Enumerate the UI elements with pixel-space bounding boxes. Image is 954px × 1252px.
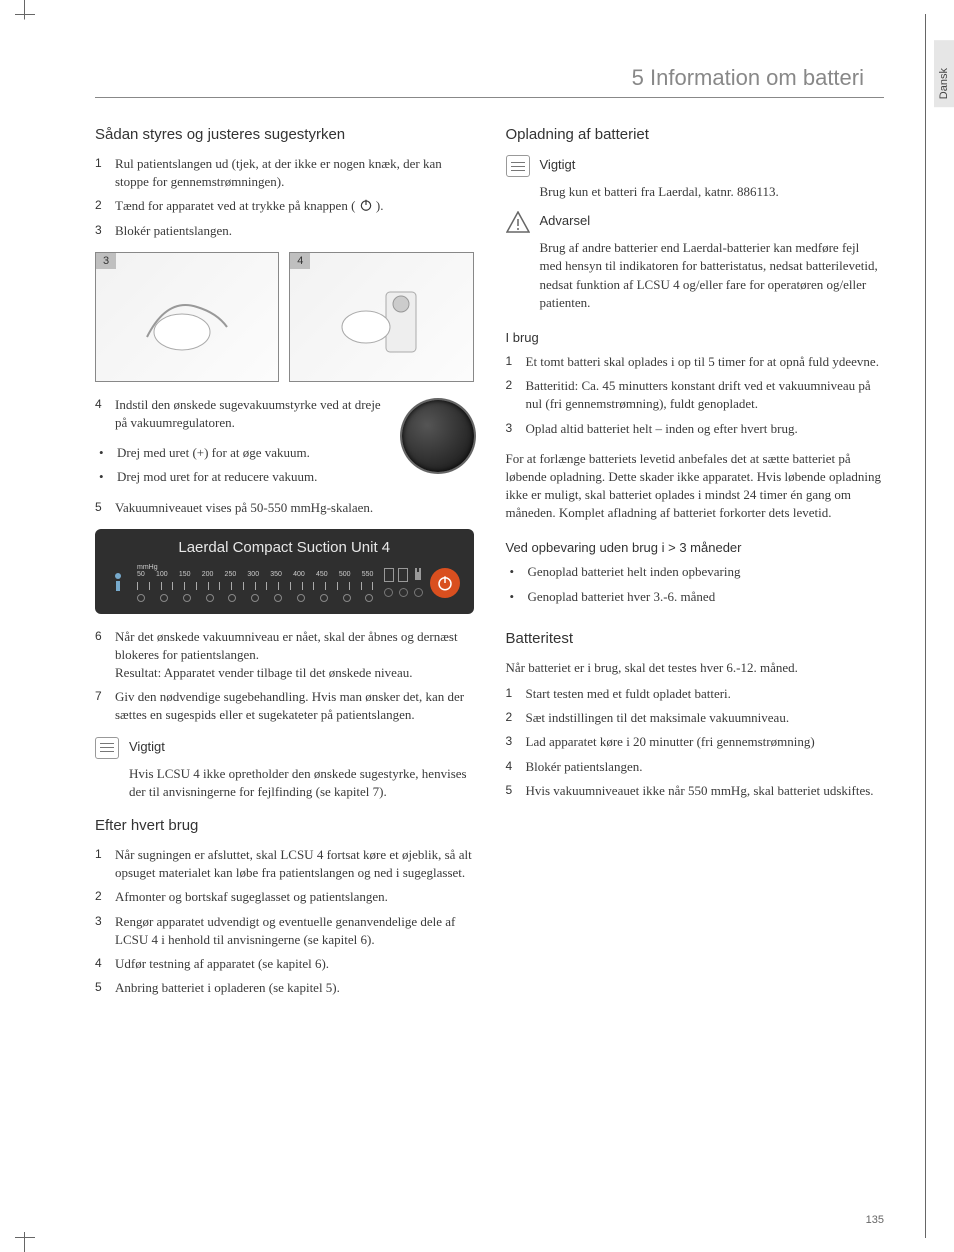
heading-in-use: I brug — [506, 330, 885, 345]
figure-tag: 3 — [96, 253, 116, 269]
device-panel: Laerdal Compact Suction Unit 4 mmHg 5010… — [95, 529, 474, 614]
power-icon — [436, 574, 454, 592]
test-intro: Når batteriet er i brug, skal det testes… — [506, 659, 885, 677]
list-item: 2Afmonter og bortskaf sugeglasset og pat… — [95, 888, 474, 906]
list-item: Drej mod uret for at reducere vakuum. — [95, 468, 392, 486]
list-item: 1Rul patientslangen ud (tjek, at der ikk… — [95, 155, 474, 191]
list-item: Drej med uret (+) for at øge vakuum. — [95, 444, 392, 462]
two-column-layout: Sådan styres og justeres sugestyrken 1Ru… — [95, 126, 884, 1009]
list-item: 1Start testen med et fuldt opladet batte… — [506, 685, 885, 703]
note-icon — [506, 155, 530, 177]
crop-mark-bl — [24, 1232, 44, 1252]
steps-6-7: 6 Når det ønskede vakuumniveau er nået, … — [95, 628, 474, 725]
heading-battery-test: Batteritest — [506, 630, 885, 647]
list-item: 2Batteritid: Ca. 45 minutters konstant d… — [506, 377, 885, 413]
warning-icon — [506, 211, 530, 233]
step5-list: 5Vakuumniveauet vises på 50-550 mmHg-ska… — [95, 499, 474, 517]
heading-after-use: Efter hvert brug — [95, 817, 474, 834]
list-item: 7Giv den nødvendige sugebehandling. Hvis… — [95, 688, 474, 724]
mmhg-label: mmHg — [137, 564, 374, 571]
list-item: Genoplad batteriet helt inden opbevaring — [506, 563, 885, 581]
mmhg-scale: mmHg 50100150200250300350400450500550 — [137, 564, 374, 602]
page-number: 135 — [866, 1214, 884, 1226]
crop-mark-tl — [24, 0, 44, 20]
right-column: Opladning af batteriet Vigtigt Brug kun … — [506, 126, 885, 1009]
list-item: 6 Når det ønskede vakuumniveau er nået, … — [95, 628, 474, 683]
list-item: 3Rengør apparatet udvendigt og eventuell… — [95, 913, 474, 949]
figure-row: 3 4 — [95, 252, 474, 382]
left-column: Sådan styres og justeres sugestyrken 1Ru… — [95, 126, 474, 1009]
figure-3: 3 — [95, 252, 279, 382]
list-item: 4Udfør testning af apparatet (se kapitel… — [95, 955, 474, 973]
warning-body: Brug af andre batterier end Laerdal-batt… — [540, 239, 885, 312]
note-title: Vigtigt — [129, 739, 165, 754]
scale-leds — [137, 594, 374, 602]
note-body: Brug kun et batteri fra Laerdal, katnr. … — [540, 183, 885, 201]
heading-storage: Ved opbevaring uden brug i > 3 måneder — [506, 540, 885, 555]
note-title: Vigtigt — [540, 157, 576, 172]
crop-mark-right — [925, 14, 926, 1238]
plug-icon — [412, 568, 424, 582]
list-item: 5Vakuumniveauet vises på 50-550 mmHg-ska… — [95, 499, 474, 517]
list-item: 5Anbring batteriet i opladeren (se kapit… — [95, 979, 474, 997]
panel-title: Laerdal Compact Suction Unit 4 — [109, 539, 460, 556]
heading-charging: Opladning af batteriet — [506, 126, 885, 143]
led-icon — [384, 588, 393, 597]
step4-list: 4Indstil den ønskede sugevakuumstyrke ve… — [95, 396, 392, 432]
figure-tag: 4 — [290, 253, 310, 269]
language-tab: Dansk — [934, 40, 954, 107]
important-note: Vigtigt — [506, 155, 885, 177]
list-item: 1Et tomt batteri skal oplades i op til 5… — [506, 353, 885, 371]
led-icon — [399, 588, 408, 597]
list-item: 2 Tænd for apparatet ved at trykke på kn… — [95, 197, 474, 215]
figure-4: 4 — [289, 252, 473, 382]
illustration-hand-tube — [137, 277, 237, 357]
chapter-title: 5 Information om batteri — [95, 65, 884, 91]
note-icon — [95, 737, 119, 759]
prolong-paragraph: For at forlænge batteriets levetid anbef… — [506, 450, 885, 523]
battery-icon — [398, 568, 408, 582]
important-note: Vigtigt — [95, 737, 474, 759]
dial-section: 4Indstil den ønskede sugevakuumstyrke ve… — [95, 396, 474, 499]
warning-note: Advarsel — [506, 211, 885, 233]
note-body: Hvis LCSU 4 ikke opretholder den ønskede… — [129, 765, 474, 801]
power-button-illustration — [430, 568, 460, 598]
list-item: 3Blokér patientslangen. — [95, 222, 474, 240]
list-item: Genoplad batteriet hver 3.-6. måned — [506, 588, 885, 606]
storage-bullets: Genoplad batteriet helt inden opbevaring… — [506, 563, 885, 605]
power-icon — [359, 198, 373, 212]
list-item: 2Sæt indstillingen til det maksimale vak… — [506, 709, 885, 727]
list-item: 5Hvis vakuumniveauet ikke når 550 mmHg, … — [506, 782, 885, 800]
test-steps: 1Start testen med et fuldt opladet batte… — [506, 685, 885, 800]
led-icon — [414, 588, 423, 597]
list-item: 4Indstil den ønskede sugevakuumstyrke ve… — [95, 396, 392, 432]
vacuum-dial-illustration — [402, 400, 474, 472]
scale-numbers: 50100150200250300350400450500550 — [137, 571, 374, 578]
battery-icon — [384, 568, 394, 582]
list-item: 3Lad apparatet køre i 20 minutter (fri g… — [506, 733, 885, 751]
list-item: 4Blokér patientslangen. — [506, 758, 885, 776]
list-item: 1Når sugningen er afsluttet, skal LCSU 4… — [95, 846, 474, 882]
dial-bullets: Drej med uret (+) for at øge vakuum. Dre… — [95, 444, 392, 486]
illustration-device — [331, 272, 431, 362]
control-steps: 1Rul patientslangen ud (tjek, at der ikk… — [95, 155, 474, 240]
list-item: 3Oplad altid batteriet helt – inden og e… — [506, 420, 885, 438]
vacuum-icon — [109, 569, 127, 597]
divider — [95, 97, 884, 98]
in-use-steps: 1Et tomt batteri skal oplades i op til 5… — [506, 353, 885, 438]
heading-control: Sådan styres og justeres sugestyrken — [95, 126, 474, 143]
warning-title: Advarsel — [540, 213, 591, 228]
after-use-steps: 1Når sugningen er afsluttet, skal LCSU 4… — [95, 846, 474, 997]
